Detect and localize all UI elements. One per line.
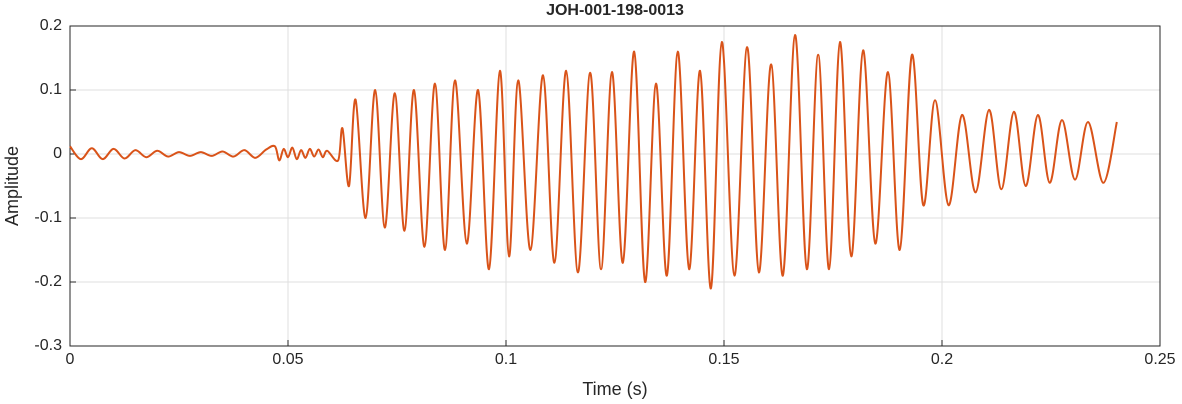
- y-axis-label: Amplitude: [2, 146, 22, 226]
- x-tick-label: 0.2: [931, 351, 953, 368]
- y-tick-label: -0.3: [34, 337, 62, 354]
- chart-title: JOH-001-198-0013: [546, 2, 684, 19]
- y-tick-label: 0.2: [40, 17, 62, 34]
- x-axis-label: Time (s): [582, 379, 647, 399]
- x-tick-label: 0: [66, 351, 75, 368]
- waveform-line: [69, 33, 1118, 290]
- y-tick-label: -0.1: [34, 209, 62, 226]
- plot-box: [69, 25, 1161, 347]
- x-tick-label: 0.15: [708, 351, 739, 368]
- x-tick-label: 0.1: [495, 351, 517, 368]
- x-tick-label: 0.05: [272, 351, 303, 368]
- y-tick-label: 0: [53, 145, 62, 162]
- x-tick-label: 0.25: [1144, 351, 1175, 368]
- y-tick-label: 0.1: [40, 81, 62, 98]
- y-tick-label: -0.2: [34, 273, 62, 290]
